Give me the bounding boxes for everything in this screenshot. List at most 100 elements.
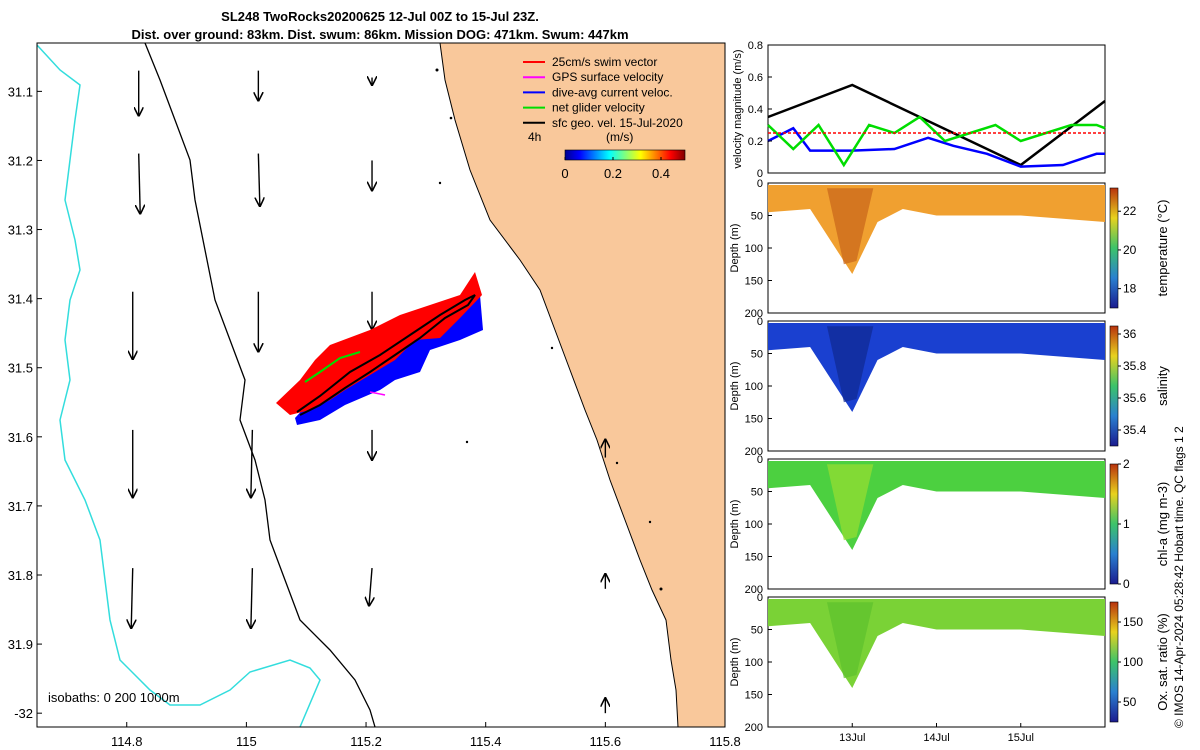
map-ytick-label: 31.5: [8, 361, 33, 376]
section-ytick-label: 200: [745, 584, 763, 596]
section-colorbar-tick-label: 1: [1123, 517, 1130, 531]
section-xtick-label: 14Jul: [923, 732, 949, 744]
speed-colorbar-tick-label: 0.4: [652, 166, 670, 181]
geo-velocity-arrow: [139, 153, 141, 214]
legend-time-label: 4h: [528, 130, 541, 144]
coast-islands: [435, 68, 663, 591]
figure-title-line1: SL248 TwoRocks20200625 12-Jul 00Z to 15-…: [221, 9, 539, 24]
geo-velocity-arrow: [131, 568, 133, 628]
legend-entry-label: dive-avg current veloc.: [552, 85, 673, 99]
section-ytick-label: 150: [745, 552, 763, 564]
section-ytick-label: 100: [745, 657, 763, 669]
section-ytick-label: 50: [751, 625, 763, 637]
section-colorbar: [1109, 325, 1119, 447]
section-colorbar-tick-label: 50: [1123, 695, 1137, 709]
section-colorbar-tick-label: 100: [1123, 655, 1143, 669]
velocity-axes: 0 0.2 0.4 0.6 0.8 velocity magnitude (m/s): [732, 40, 772, 180]
section-ytick-label: 0: [757, 592, 763, 604]
legend-entry-label: net glider velocity: [552, 101, 645, 115]
section-ylabel: Depth (m): [729, 500, 741, 549]
imos-side-note: © IMOS 14-Apr-2024 05:28:42 Hobart time.…: [1172, 426, 1186, 728]
velocity-series: [767, 83, 1106, 168]
section-colorbar-tick-label: 2: [1123, 457, 1130, 471]
velocity-series-line: [767, 126, 1105, 168]
geo-velocity-arrow: [369, 568, 372, 606]
land-area: [440, 43, 725, 727]
section-panel-3: 0 50 100 150 200 Depth (m) 50 100 150 Ox. sat. ra…: [729, 592, 1170, 744]
figure-title-line2: Dist. over ground: 83km. Dist. swum: 86k…: [131, 27, 629, 42]
section-ytick-label: 0: [757, 178, 763, 190]
isobaths-label: isobaths: 0 200 1000m: [48, 690, 180, 705]
section-colorbar-label: temperature (°C): [1155, 200, 1170, 297]
section-colorbar-tick-label: 0: [1123, 577, 1130, 591]
velocity-series-line: [767, 115, 1106, 168]
map-ytick-label: 31.3: [8, 223, 33, 238]
map-xtick-label: 115: [236, 734, 257, 749]
map-panel: 114.8 115 115.2 115.4 115.6 115.8 31.1 31.2 31.3…: [8, 42, 741, 749]
legend-entry-label: sfc geo. vel. 15-Jul-2020: [552, 116, 683, 130]
isobath-200m: [144, 43, 376, 727]
section-colorbar-label: Ox. sat. ratio (%): [1155, 613, 1170, 711]
section-ytick-label: 100: [745, 243, 763, 255]
section-ylabel: Depth (m): [729, 362, 741, 411]
glider-track-cluster: [276, 272, 483, 425]
legend-unit-label: (m/s): [606, 130, 633, 144]
legend-entry-label: 25cm/s swim vector: [552, 55, 657, 69]
velocity-panel: 0 0.2 0.4 0.6 0.8 velocity magnitude (m/s): [732, 40, 1106, 180]
net-glider-velocity: [304, 351, 361, 383]
map-ytick-label: 31.1: [8, 84, 33, 99]
section-panel-2: 0 50 100 150 200 Depth (m) 0 1 2 chl-a (mg m-3): [729, 454, 1170, 596]
section-ytick-label: 50: [751, 349, 763, 361]
velocity-plot-frame: [767, 44, 1106, 174]
section-colorbar-tick-label: 36: [1123, 327, 1137, 341]
section-colorbar-tick-label: 20: [1123, 243, 1137, 257]
section-colorbar-tick-label: 150: [1123, 615, 1143, 629]
geo-velocity-arrow: [251, 568, 253, 628]
section-ytick-label: 150: [745, 414, 763, 426]
glider-track-line: [296, 294, 476, 416]
map-xtick-label: 115.6: [590, 734, 622, 749]
section-ylabel: Depth (m): [729, 224, 741, 273]
section-colorbar: [1109, 187, 1119, 309]
geo-vectors: [131, 70, 605, 714]
section-colorbar-tick-label: 35.4: [1123, 423, 1147, 437]
map-ytick-label: -32: [14, 706, 33, 721]
velocity-ytick-label: 0: [757, 168, 763, 180]
map-ytick-label: 31.4: [8, 292, 33, 307]
speed-colorbar: [564, 149, 686, 161]
velocity-ytick-label: 0.2: [748, 136, 763, 148]
section-colorbar-label: chl-a (mg m-3): [1155, 482, 1170, 567]
swim-vectors: [276, 272, 482, 415]
section-ytick-label: 100: [745, 519, 763, 531]
map-ytick-label: 31.2: [8, 153, 33, 168]
section-ytick-label: 200: [745, 308, 763, 320]
gps-surface-velocity: [369, 391, 386, 396]
map-content: [37, 43, 725, 727]
section-panel-0: 0 50 100 150 200 Depth (m) 18 20 22 temperature (…: [729, 178, 1170, 320]
velocity-ytick-label: 0.6: [748, 72, 763, 84]
section-colorbar-tick-label: 35.6: [1123, 391, 1147, 405]
section-ytick-label: 0: [757, 316, 763, 328]
section-ytick-label: 100: [745, 381, 763, 393]
section-core-feature: [826, 602, 874, 679]
velocity-ytick-label: 0.8: [748, 40, 763, 52]
map-axes: 114.8 115 115.2 115.4 115.6 115.8 31.1 31.2 31.3…: [8, 84, 741, 749]
section-colorbar-tick-label: 22: [1123, 204, 1137, 218]
section-panel-1: 0 50 100 150 200 Depth (m) 35.4 35.6 35.8 36 salin…: [729, 316, 1170, 458]
section-ytick-label: 50: [751, 211, 763, 223]
section-core-feature: [826, 326, 874, 403]
section-ytick-label: 0: [757, 454, 763, 466]
section-ytick-label: 50: [751, 487, 763, 499]
map-xtick-label: 115.4: [470, 734, 502, 749]
geo-velocity-arrow: [251, 429, 253, 498]
legend-entry-label: GPS surface velocity: [552, 70, 663, 84]
section-ylabel: Depth (m): [729, 638, 741, 687]
map-ytick-label: 31.9: [8, 637, 33, 652]
map-ytick-label: 31.6: [8, 430, 33, 445]
section-colorbar-tick-label: 18: [1123, 282, 1137, 296]
section-ytick-label: 150: [745, 276, 763, 288]
map-xtick-label: 115.8: [709, 734, 741, 749]
map-xtick-label: 114.8: [111, 734, 143, 749]
